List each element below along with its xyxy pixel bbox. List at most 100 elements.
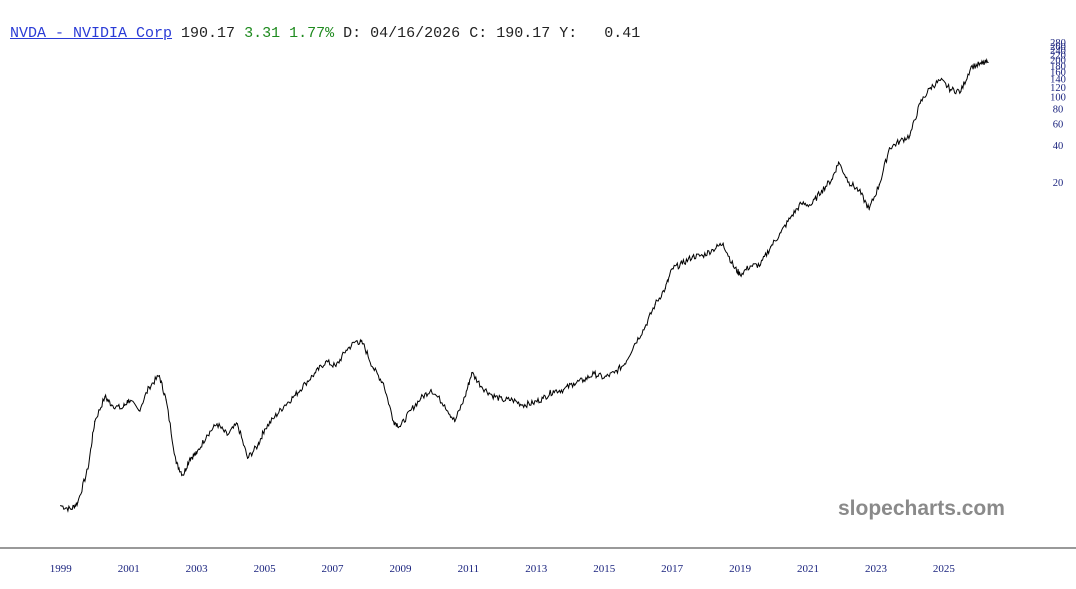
price-point (759, 264, 762, 266)
price-point (939, 79, 942, 81)
x-tick-label: 2005 (254, 563, 277, 575)
price-point (511, 399, 514, 401)
x-tick-label: 2007 (322, 563, 345, 575)
price-point (532, 402, 534, 404)
price-point (654, 303, 656, 305)
y-tick-label: 240 (1050, 46, 1066, 57)
price-point (284, 404, 286, 406)
price-point (274, 416, 276, 418)
yield-label: Y: (559, 25, 578, 42)
price-point (644, 326, 646, 328)
price-point (593, 373, 595, 375)
price-point (888, 147, 891, 149)
y-tick-label: 200 (1050, 56, 1066, 67)
price-point (471, 372, 473, 374)
price-point (294, 394, 296, 396)
price-point (960, 90, 962, 93)
price-point (175, 462, 177, 464)
price-point (335, 365, 337, 367)
price-point (624, 363, 626, 365)
price-point (138, 409, 140, 412)
x-tick-label: 2021 (797, 563, 819, 575)
y-tick-label: 20 (1053, 178, 1064, 189)
price-point (562, 389, 565, 391)
price-point (257, 444, 259, 447)
date-value: 04/16/2026 (370, 25, 461, 42)
price-point (868, 208, 870, 210)
price-point (583, 379, 585, 381)
price-point (247, 457, 249, 459)
y-tick-label: 280 (1050, 38, 1066, 49)
price-point (702, 254, 704, 257)
x-tick-label: 2019 (729, 563, 752, 575)
y-tick-label: 100 (1050, 93, 1066, 104)
price-point (121, 408, 123, 410)
price-point (325, 360, 327, 363)
y-tick-label: 80 (1053, 104, 1064, 115)
price-point (770, 246, 772, 248)
price-point (430, 389, 432, 391)
price-point (980, 63, 982, 65)
price-point (362, 343, 364, 345)
price-point (158, 375, 160, 377)
x-tick-label: 2009 (389, 563, 412, 575)
x-tick-label: 2017 (661, 563, 684, 575)
price-point (314, 372, 317, 374)
price-point (182, 474, 184, 476)
price-point (919, 102, 921, 104)
price-point (712, 248, 714, 251)
change-percent: 1.77% (289, 25, 335, 42)
x-tick-label: 1999 (50, 563, 73, 575)
price-point (522, 404, 524, 406)
price-point (128, 399, 130, 401)
price-point (165, 399, 167, 401)
price-point (399, 425, 402, 428)
price-point (443, 404, 446, 406)
price-point (464, 396, 466, 398)
x-tick-label: 2015 (593, 563, 616, 575)
y-tick-label: 220 (1050, 51, 1066, 62)
price-point (501, 399, 503, 401)
series-layer (60, 57, 989, 513)
price-point (810, 204, 813, 206)
symbol-link[interactable]: NVDA - NVIDIA Corp (10, 25, 173, 42)
close-label: C: (469, 25, 488, 42)
quote-header: NVDA - NVIDIA Corp 190.17 3.31 1.77% D: … (10, 25, 640, 42)
date-label: D: (343, 25, 362, 42)
price-point (226, 434, 228, 436)
price-point (481, 386, 483, 388)
price-point (790, 216, 792, 218)
price-point (858, 190, 860, 192)
price-point (355, 340, 357, 342)
price-point (196, 452, 198, 455)
change-value: 3.31 (244, 25, 281, 42)
y-tick-label: 60 (1053, 120, 1064, 131)
y-tick-label: 160 (1050, 68, 1066, 79)
price-point (304, 382, 306, 385)
price-point (60, 505, 62, 507)
price-point (691, 256, 694, 258)
price-point (831, 178, 833, 180)
price-point (950, 88, 952, 91)
price-point (573, 382, 575, 385)
price-point (236, 423, 239, 425)
x-tick-label: 2003 (186, 563, 209, 575)
price-point (848, 181, 850, 183)
price-point (372, 367, 374, 369)
price-point (206, 434, 208, 436)
y-tick-label: 40 (1053, 141, 1064, 152)
price-point (929, 87, 931, 89)
price-point (681, 262, 683, 265)
price-point (94, 420, 96, 423)
price-point (634, 343, 636, 345)
price-point (878, 184, 880, 186)
price-point (216, 423, 218, 425)
price-point (87, 468, 89, 470)
price-point (420, 397, 422, 399)
x-tick-label: 2025 (933, 563, 956, 575)
x-axis: 1999 2001 2003 2005 2007 2009 2011 2013 2015 2017… (50, 563, 956, 575)
price-point (70, 508, 72, 510)
price-point (899, 140, 901, 142)
price-point (780, 232, 782, 234)
